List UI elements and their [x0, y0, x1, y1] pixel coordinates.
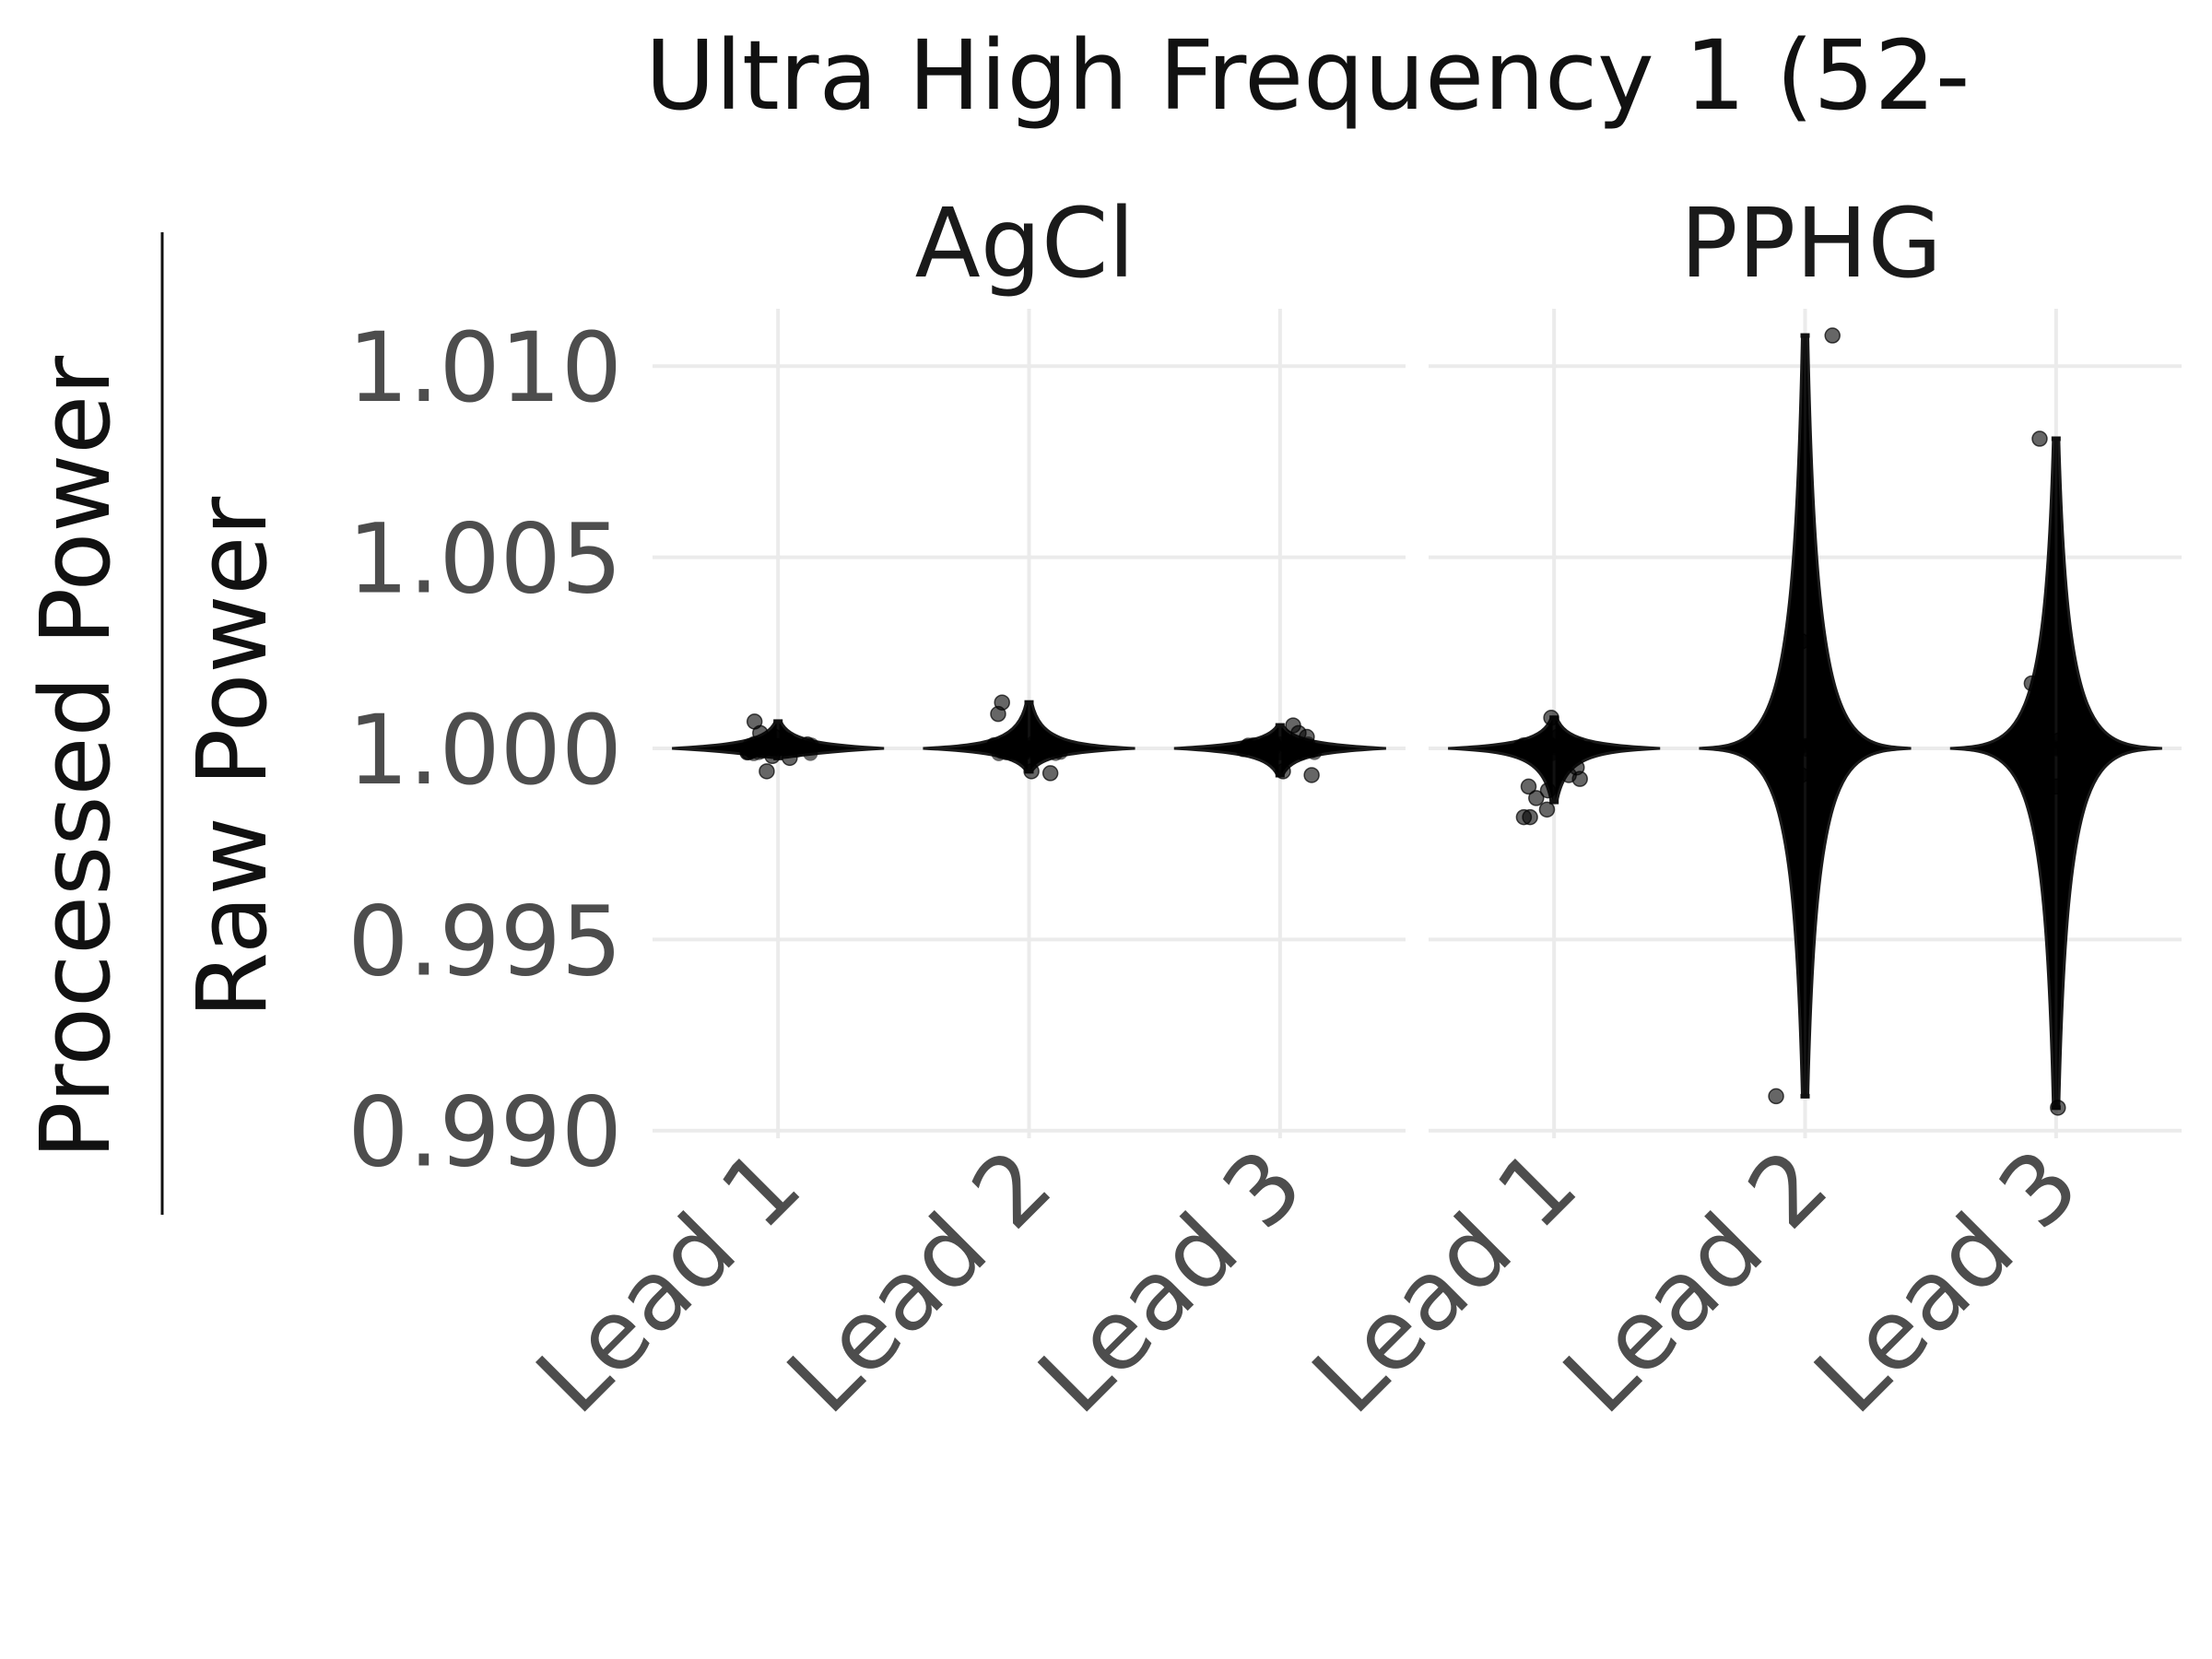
- chart-title: Ultra High Frequency 1 (52-: [645, 19, 1970, 132]
- data-point: [764, 747, 781, 765]
- data-point: [2081, 742, 2097, 758]
- data-point: [1023, 763, 1040, 780]
- data-point: [779, 732, 796, 749]
- y-tick-label: 0.990: [347, 1077, 622, 1189]
- data-point: [990, 705, 1006, 723]
- y-axis-label-denominator: Raw Power: [176, 497, 288, 1019]
- data-point: [1824, 327, 1841, 344]
- data-point: [1266, 740, 1282, 756]
- data-point: [740, 744, 758, 760]
- data-point: [1520, 778, 1537, 795]
- data-point: [1303, 767, 1320, 783]
- data-point: [2036, 767, 2053, 783]
- x-tick-label: Lead 2: [766, 1127, 1073, 1434]
- data-point: [1042, 736, 1060, 753]
- data-point: [1829, 744, 1844, 759]
- data-point: [2039, 738, 2054, 754]
- y-tick-label: 1.010: [347, 312, 622, 424]
- y-tick-label: 1.000: [347, 694, 622, 806]
- data-point: [1770, 771, 1787, 787]
- data-point: [1041, 765, 1059, 782]
- data-point: [1780, 732, 1797, 749]
- data-point: [1514, 743, 1530, 759]
- data-point: [2064, 735, 2079, 751]
- data-point: [1820, 713, 1837, 730]
- y-axis-label-numerator: Processed Power: [19, 356, 132, 1159]
- data-point: [1020, 740, 1037, 757]
- data-point: [1794, 633, 1810, 650]
- data-point: [2032, 790, 2049, 806]
- data-point: [1768, 1088, 1784, 1105]
- data-point: [799, 736, 816, 753]
- data-point: [1575, 741, 1591, 757]
- data-point: [1528, 790, 1545, 806]
- data-point: [759, 763, 775, 780]
- data-point: [2047, 778, 2065, 795]
- data-point: [1293, 744, 1310, 760]
- data-point: [1539, 782, 1557, 799]
- data-point: [1538, 801, 1556, 818]
- data-point: [1522, 808, 1538, 826]
- data-point: [1543, 710, 1559, 726]
- data-point: [1307, 745, 1323, 760]
- data-point: [2022, 743, 2038, 759]
- data-point: [2031, 430, 2048, 447]
- data-point: [1275, 763, 1291, 780]
- data-point: [782, 749, 798, 767]
- data-point: [1568, 759, 1585, 776]
- data-point: [2023, 675, 2041, 692]
- panel-label-pphg: PPHG: [1680, 187, 1942, 300]
- x-tick-label: Lead 3: [1017, 1127, 1324, 1434]
- data-point: [1241, 737, 1256, 753]
- x-tick-label: Lead 2: [1542, 1127, 1849, 1434]
- data-point: [2019, 774, 2036, 792]
- data-point: [752, 724, 769, 742]
- data-point: [1299, 728, 1315, 746]
- data-point: [1793, 767, 1810, 783]
- data-point: [1781, 782, 1797, 799]
- data-point: [1821, 774, 1839, 792]
- y-tick-label: 0.995: [347, 885, 622, 997]
- data-point: [1280, 736, 1298, 753]
- data-point: [997, 744, 1015, 760]
- y-tick-label: 1.005: [347, 503, 622, 616]
- x-tick-label: Lead 3: [1793, 1127, 2100, 1434]
- data-point: [2050, 1100, 2066, 1116]
- data-point: [1534, 735, 1549, 751]
- panel-label-agcl: AgCl: [915, 187, 1135, 300]
- x-tick-label: Lead 1: [1291, 1127, 1598, 1434]
- data-point: [1815, 741, 1830, 757]
- data-point: [2050, 732, 2066, 749]
- data-point: [1549, 728, 1566, 746]
